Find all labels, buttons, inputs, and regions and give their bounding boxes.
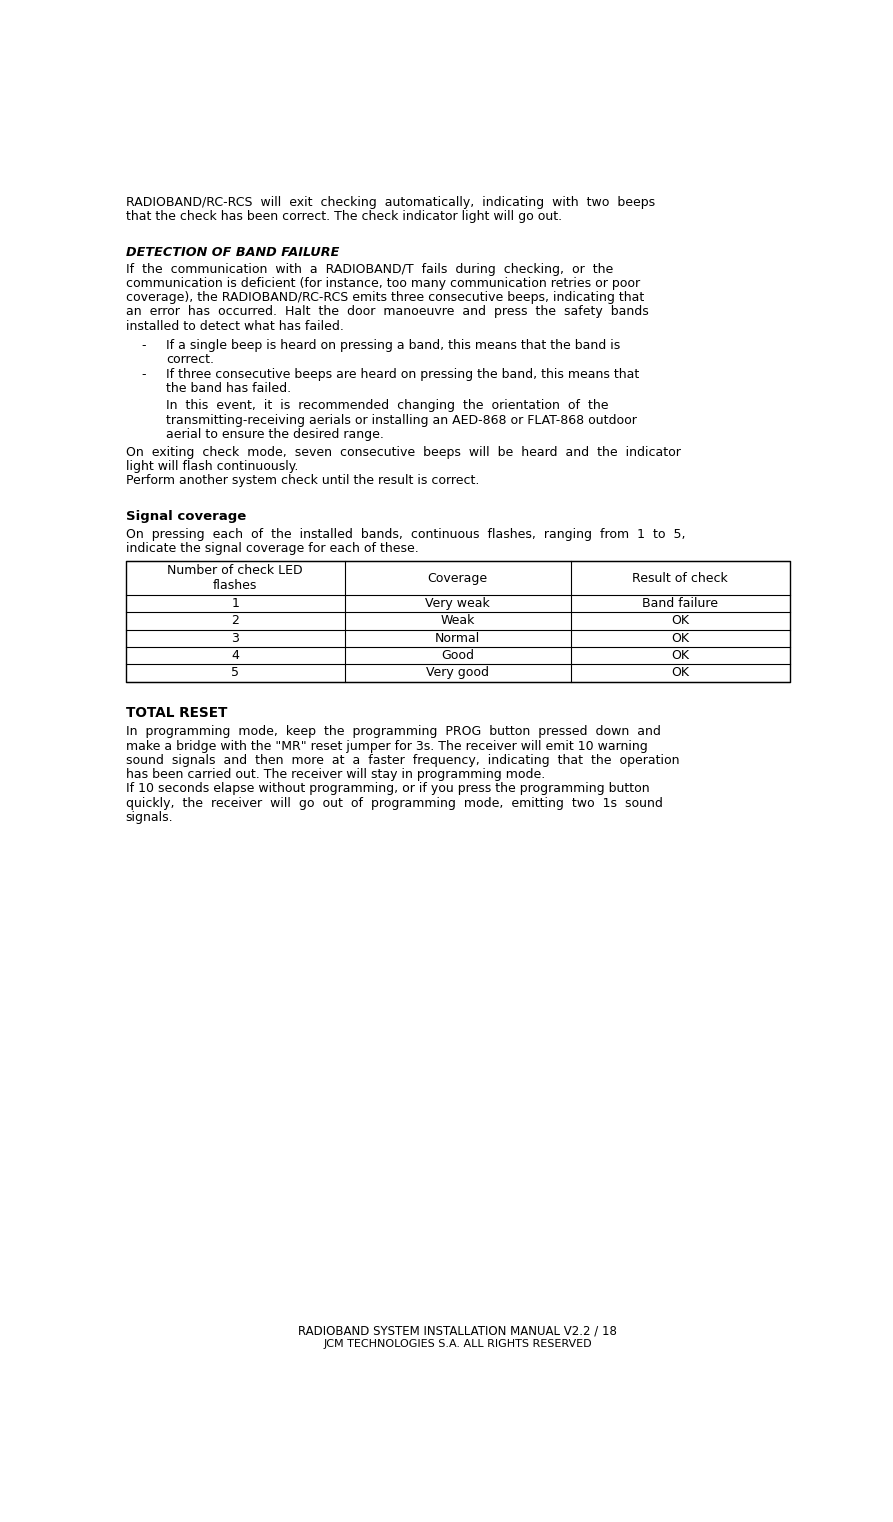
Text: installed to detect what has failed.: installed to detect what has failed.	[126, 320, 344, 333]
Text: If 10 seconds elapse without programming, or if you press the programming button: If 10 seconds elapse without programming…	[126, 782, 649, 796]
Text: OK: OK	[672, 648, 689, 662]
Text: the band has failed.: the band has failed.	[166, 382, 291, 396]
Text: sound  signals  and  then  more  at  a  faster  frequency,  indicating  that  th: sound signals and then more at a faster …	[126, 753, 679, 767]
Text: transmitting-receiving aerials or installing an AED-868 or FLAT-868 outdoor: transmitting-receiving aerials or instal…	[166, 414, 637, 426]
Text: In  programming  mode,  keep  the  programming  PROG  button  pressed  down  and: In programming mode, keep the programmin…	[126, 726, 661, 738]
Text: -: -	[141, 338, 146, 352]
Text: Coverage: Coverage	[428, 572, 488, 584]
Text: communication is deficient (for instance, too many communication retries or poor: communication is deficient (for instance…	[126, 277, 639, 291]
Text: JCM TECHNOLOGIES S.A. ALL RIGHTS RESERVED: JCM TECHNOLOGIES S.A. ALL RIGHTS RESERVE…	[323, 1339, 592, 1348]
Text: Normal: Normal	[435, 632, 480, 645]
Text: If a single beep is heard on pressing a band, this means that the band is: If a single beep is heard on pressing a …	[166, 338, 620, 352]
Text: 2: 2	[231, 615, 239, 627]
Text: Band failure: Band failure	[642, 597, 718, 610]
Text: 3: 3	[231, 632, 239, 645]
Text: light will flash continuously.: light will flash continuously.	[126, 460, 298, 473]
Text: In  this  event,  it  is  recommended  changing  the  orientation  of  the: In this event, it is recommended changin…	[166, 399, 608, 412]
Text: 1: 1	[231, 597, 239, 610]
Text: OK: OK	[672, 615, 689, 627]
Text: RADIOBAND/RC-RCS  will  exit  checking  automatically,  indicating  with  two  b: RADIOBAND/RC-RCS will exit checking auto…	[126, 196, 655, 209]
Text: Result of check: Result of check	[632, 572, 728, 584]
Text: On  pressing  each  of  the  installed  bands,  continuous  flashes,  ranging  f: On pressing each of the installed bands,…	[126, 528, 685, 540]
Text: indicate the signal coverage for each of these.: indicate the signal coverage for each of…	[126, 542, 418, 556]
Text: Weak: Weak	[440, 615, 475, 627]
Text: correct.: correct.	[166, 353, 214, 365]
Text: that the check has been correct. The check indicator light will go out.: that the check has been correct. The che…	[126, 210, 562, 224]
Text: Very weak: Very weak	[425, 597, 490, 610]
Text: an  error  has  occurred.  Halt  the  door  manoeuvre  and  press  the  safety  : an error has occurred. Halt the door man…	[126, 306, 648, 318]
Text: DETECTION OF BAND FAILURE: DETECTION OF BAND FAILURE	[126, 245, 339, 259]
Bar	[126, 562, 789, 682]
Text: coverage), the RADIOBAND/RC-RCS emits three consecutive beeps, indicating that: coverage), the RADIOBAND/RC-RCS emits th…	[126, 291, 644, 304]
Text: Very good: Very good	[426, 667, 489, 679]
Text: 5: 5	[231, 667, 239, 679]
Text: RADIOBAND SYSTEM INSTALLATION MANUAL V2.2 / 18: RADIOBAND SYSTEM INSTALLATION MANUAL V2.…	[298, 1324, 617, 1338]
Text: signals.: signals.	[126, 811, 173, 823]
Text: TOTAL RESET: TOTAL RESET	[126, 706, 227, 720]
Text: Perform another system check until the result is correct.: Perform another system check until the r…	[126, 475, 479, 487]
Text: OK: OK	[672, 632, 689, 645]
Text: aerial to ensure the desired range.: aerial to ensure the desired range.	[166, 428, 384, 441]
Text: On  exiting  check  mode,  seven  consecutive  beeps  will  be  heard  and  the : On exiting check mode, seven consecutive…	[126, 446, 680, 460]
Text: Number of check LED
flashes: Number of check LED flashes	[167, 565, 303, 592]
Text: Good: Good	[441, 648, 474, 662]
Text: 4: 4	[231, 648, 239, 662]
Text: make a bridge with the "MR" reset jumper for 3s. The receiver will emit 10 warni: make a bridge with the "MR" reset jumper…	[126, 740, 647, 753]
Text: If  the  communication  with  a  RADIOBAND/T  fails  during  checking,  or  the: If the communication with a RADIOBAND/T …	[126, 263, 613, 275]
Text: OK: OK	[672, 667, 689, 679]
Text: If three consecutive beeps are heard on pressing the band, this means that: If three consecutive beeps are heard on …	[166, 368, 639, 380]
Text: quickly,  the  receiver  will  go  out  of  programming  mode,  emitting  two  1: quickly, the receiver will go out of pro…	[126, 796, 663, 810]
Text: has been carried out. The receiver will stay in programming mode.: has been carried out. The receiver will …	[126, 769, 545, 781]
Text: -: -	[141, 368, 146, 380]
Text: Signal coverage: Signal coverage	[126, 510, 246, 524]
